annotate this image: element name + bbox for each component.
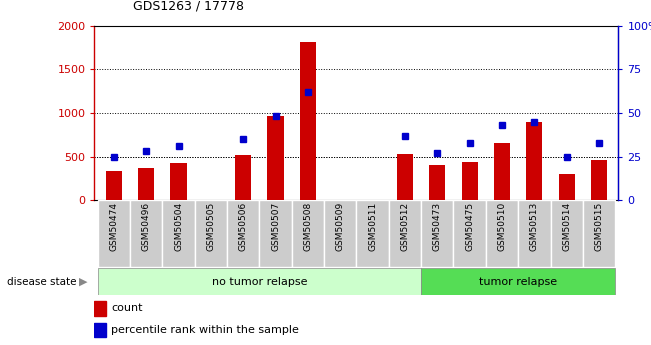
Bar <box>94 301 106 316</box>
Text: GSM50513: GSM50513 <box>530 202 539 252</box>
Bar <box>195 200 227 267</box>
Bar <box>98 268 421 295</box>
Text: GSM50475: GSM50475 <box>465 202 474 251</box>
Bar <box>94 323 106 337</box>
Bar <box>518 200 551 267</box>
Text: GSM50505: GSM50505 <box>206 202 215 252</box>
Bar <box>324 200 357 267</box>
Bar <box>268 117 284 200</box>
Text: ▶: ▶ <box>79 277 88 286</box>
Bar <box>171 162 187 200</box>
Bar <box>227 200 259 267</box>
Text: GSM50473: GSM50473 <box>433 202 442 251</box>
Text: count: count <box>111 303 143 313</box>
Bar <box>486 200 518 267</box>
Text: GSM50511: GSM50511 <box>368 202 377 252</box>
Bar <box>138 168 154 200</box>
Text: GSM50509: GSM50509 <box>336 202 345 252</box>
Bar <box>421 268 615 295</box>
Bar <box>259 200 292 267</box>
Text: GSM50506: GSM50506 <box>239 202 247 252</box>
Text: no tumor relapse: no tumor relapse <box>212 277 307 286</box>
Bar <box>551 200 583 267</box>
Bar <box>494 144 510 200</box>
Bar <box>162 200 195 267</box>
Text: GSM50507: GSM50507 <box>271 202 280 252</box>
Bar <box>389 200 421 267</box>
Bar <box>397 154 413 200</box>
Bar <box>559 174 575 200</box>
Bar <box>235 155 251 200</box>
Bar <box>583 200 615 267</box>
Bar <box>454 200 486 267</box>
Text: GSM50508: GSM50508 <box>303 202 312 252</box>
Text: GSM50514: GSM50514 <box>562 202 571 251</box>
Text: GSM50496: GSM50496 <box>142 202 150 251</box>
Text: disease state: disease state <box>7 277 76 286</box>
Bar <box>429 165 445 200</box>
Text: tumor relapse: tumor relapse <box>479 277 557 286</box>
Text: GSM50510: GSM50510 <box>497 202 506 252</box>
Text: GSM50512: GSM50512 <box>400 202 409 251</box>
Text: percentile rank within the sample: percentile rank within the sample <box>111 325 299 335</box>
Bar <box>105 171 122 200</box>
Text: GSM50515: GSM50515 <box>594 202 603 252</box>
Text: GDS1263 / 17778: GDS1263 / 17778 <box>133 0 245 12</box>
Bar <box>591 160 607 200</box>
Bar <box>130 200 162 267</box>
Bar <box>421 200 454 267</box>
Bar <box>292 200 324 267</box>
Bar <box>526 122 542 200</box>
Bar <box>462 162 478 200</box>
Bar <box>357 200 389 267</box>
Bar <box>98 200 130 267</box>
Text: GSM50474: GSM50474 <box>109 202 118 251</box>
Text: GSM50504: GSM50504 <box>174 202 183 251</box>
Bar <box>300 41 316 200</box>
